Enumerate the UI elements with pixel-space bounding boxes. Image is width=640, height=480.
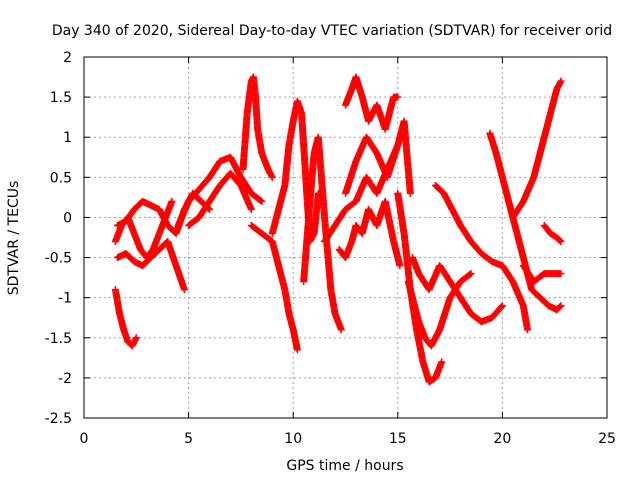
data-marks	[111, 73, 565, 386]
series-arc-10	[300, 133, 345, 334]
y-tick-label: 1.5	[50, 90, 72, 106]
y-tick-label: -2.5	[45, 411, 72, 427]
data-point	[394, 93, 402, 101]
data-point	[180, 286, 188, 294]
data-point	[438, 358, 446, 366]
data-point	[557, 270, 565, 278]
x-axis-label: GPS time / hours	[286, 458, 403, 474]
series-arc-13	[342, 73, 402, 133]
series-arc-19	[486, 129, 565, 314]
y-tick-label: -1	[58, 291, 72, 307]
y-axis-label: SDTVAR / TECUs	[6, 181, 22, 296]
data-point	[258, 197, 266, 205]
y-tick-label: -0.5	[45, 251, 72, 267]
data-point	[467, 270, 475, 278]
x-tick-label: 0	[80, 431, 89, 447]
series-arc-22	[540, 221, 565, 246]
data-point	[498, 302, 506, 310]
series-arc-8	[247, 221, 301, 354]
series-arc-12	[335, 197, 404, 270]
data-point	[257, 197, 265, 205]
data-point	[268, 173, 276, 181]
series-arc-1	[111, 197, 176, 262]
x-tick-label: 10	[284, 431, 302, 447]
y-tick-label: 2	[63, 50, 72, 66]
data-point	[466, 270, 474, 278]
series-arc-17	[408, 254, 506, 326]
series-arc-20	[509, 77, 565, 221]
gridlines	[84, 57, 607, 418]
data-point	[168, 197, 176, 205]
data-point	[132, 334, 140, 342]
y-tick-label: 0	[63, 210, 72, 226]
series-arc-9	[268, 97, 322, 246]
series-arc-5	[174, 153, 266, 229]
data-point	[557, 77, 565, 85]
x-tick-label: 5	[184, 431, 193, 447]
x-tick-label: 15	[389, 431, 407, 447]
series-arc-21	[519, 262, 565, 286]
y-tick-label: -2	[58, 371, 72, 387]
series-arc-4	[113, 238, 188, 294]
series-arc-16	[404, 270, 475, 350]
data-point	[406, 189, 414, 197]
chart-title: Day 340 of 2020, Sidereal Day-to-day VTE…	[52, 23, 612, 39]
data-point	[396, 262, 404, 270]
data-point	[293, 346, 301, 354]
series-arc-2	[111, 286, 140, 350]
data-point	[556, 237, 564, 245]
data-point	[247, 205, 255, 213]
series-arc-18	[431, 181, 532, 334]
x-tick-label: 20	[493, 431, 511, 447]
data-point	[497, 303, 505, 311]
data-point	[557, 238, 565, 246]
y-tick-label: 1	[63, 130, 72, 146]
y-tick-label: -1.5	[45, 331, 72, 347]
data-point	[524, 326, 532, 334]
series-arc-14	[342, 117, 414, 197]
series-arc-15	[394, 189, 446, 386]
data-point	[337, 326, 345, 334]
series-arc-7	[239, 73, 276, 181]
plot-frame	[83, 56, 608, 419]
data-point	[556, 303, 564, 311]
series-arc-6	[185, 169, 255, 229]
y-axis: 2 1.5 1 0.5 0 -0.5 -1 -1.5 -2 -2.5	[45, 50, 607, 427]
x-tick-label: 25	[598, 431, 616, 447]
y-tick-label: 0.5	[50, 170, 72, 186]
data-point	[557, 302, 565, 310]
x-axis: 0 5 10 15 20 25	[80, 57, 616, 447]
